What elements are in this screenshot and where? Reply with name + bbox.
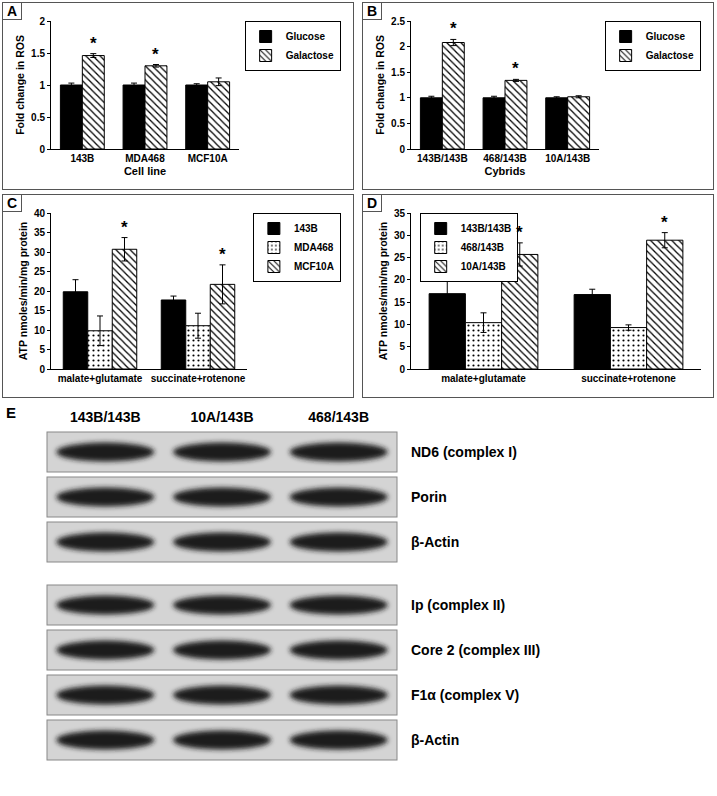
svg-text:Cell line: Cell line	[124, 165, 166, 177]
svg-text:MCF10A: MCF10A	[188, 153, 228, 164]
svg-text:15: 15	[394, 297, 406, 308]
svg-text:1.5: 1.5	[391, 67, 405, 78]
html-text:B: B	[367, 3, 378, 19]
svg-text:1: 1	[39, 80, 45, 91]
svg-text:143B/143B: 143B/143B	[70, 409, 141, 425]
html-text:A: A	[7, 3, 18, 19]
svg-text:143B/143B: 143B/143B	[417, 153, 468, 164]
svg-text:143B/143B: 143B/143B	[461, 223, 512, 234]
svg-text:30: 30	[394, 230, 406, 241]
svg-text:35: 35	[34, 227, 46, 238]
svg-text:*: *	[121, 218, 128, 237]
svg-text:468/143B: 468/143B	[461, 242, 504, 253]
svg-text:malate+glutamate: malate+glutamate	[58, 373, 143, 384]
svg-text:*: *	[152, 45, 159, 64]
svg-text:β-Actin: β-Actin	[411, 534, 459, 550]
svg-text:Galactose: Galactose	[646, 50, 694, 61]
svg-text:0: 0	[39, 364, 45, 375]
svg-text:1: 1	[399, 92, 405, 103]
svg-text:2.5: 2.5	[391, 16, 405, 27]
svg-text:5: 5	[399, 341, 405, 352]
svg-text:ATP nmoles/min/mg protein: ATP nmoles/min/mg protein	[17, 222, 29, 360]
svg-text:25: 25	[394, 252, 406, 263]
svg-text:*: *	[450, 19, 457, 38]
svg-text:Ip (complex II): Ip (complex II)	[411, 597, 505, 613]
svg-text:Glucose: Glucose	[286, 31, 326, 42]
svg-text:ND6 (complex I): ND6 (complex I)	[411, 444, 517, 460]
svg-text:Galactose: Galactose	[286, 50, 334, 61]
svg-text:10A/143B: 10A/143B	[461, 261, 506, 272]
svg-text:Fold change in ROS: Fold change in ROS	[14, 35, 26, 135]
svg-text:E: E	[6, 404, 16, 421]
svg-text:10A/143B: 10A/143B	[190, 409, 253, 425]
svg-text:succinate+rotenone: succinate+rotenone	[581, 373, 676, 384]
svg-text:*: *	[661, 213, 668, 232]
svg-text:0.5: 0.5	[31, 112, 45, 123]
svg-text:MDA468: MDA468	[294, 242, 334, 253]
svg-text:20: 20	[34, 286, 46, 297]
svg-text:30: 30	[34, 247, 46, 258]
html-text:D: D	[367, 195, 378, 211]
svg-text:468/143B: 468/143B	[308, 409, 369, 425]
svg-text:succinate+rotenone: succinate+rotenone	[151, 373, 246, 384]
svg-text:malate+glutamate: malate+glutamate	[441, 373, 526, 384]
svg-text:20: 20	[394, 274, 406, 285]
svg-text:10: 10	[394, 319, 406, 330]
svg-text:*: *	[90, 34, 97, 53]
svg-text:2: 2	[399, 41, 405, 52]
svg-text:10: 10	[34, 325, 46, 336]
svg-text:ATP nmoles/min/mg protein: ATP nmoles/min/mg protein	[377, 222, 389, 360]
svg-text:25: 25	[34, 266, 46, 277]
svg-text:35: 35	[394, 208, 406, 219]
svg-text:*: *	[512, 59, 519, 78]
svg-text:F1α (complex V): F1α (complex V)	[411, 687, 519, 703]
svg-text:143B: 143B	[294, 223, 318, 234]
svg-text:0.5: 0.5	[391, 118, 405, 129]
svg-text:MCF10A: MCF10A	[294, 261, 334, 272]
html-text:C: C	[7, 195, 18, 211]
svg-text:143B: 143B	[70, 153, 94, 164]
svg-text:0: 0	[39, 144, 45, 155]
svg-text:1.5: 1.5	[31, 48, 45, 59]
svg-text:40: 40	[34, 208, 46, 219]
svg-text:*: *	[516, 223, 523, 242]
svg-text:Cybrids: Cybrids	[485, 165, 526, 177]
svg-text:Glucose: Glucose	[646, 31, 686, 42]
svg-text:Porin: Porin	[411, 489, 447, 505]
svg-text:*: *	[219, 245, 226, 264]
svg-text:15: 15	[34, 305, 46, 316]
svg-text:0: 0	[399, 144, 405, 155]
svg-text:Core 2 (complex III): Core 2 (complex III)	[411, 642, 540, 658]
svg-text:10A/143B: 10A/143B	[545, 153, 590, 164]
svg-text:0: 0	[399, 364, 405, 375]
svg-text:β-Actin: β-Actin	[411, 732, 459, 748]
svg-text:468/143B: 468/143B	[483, 153, 526, 164]
svg-text:Fold change in ROS: Fold change in ROS	[374, 35, 386, 135]
svg-text:MDA468: MDA468	[125, 153, 165, 164]
svg-text:5: 5	[39, 344, 45, 355]
svg-text:2: 2	[39, 16, 45, 27]
